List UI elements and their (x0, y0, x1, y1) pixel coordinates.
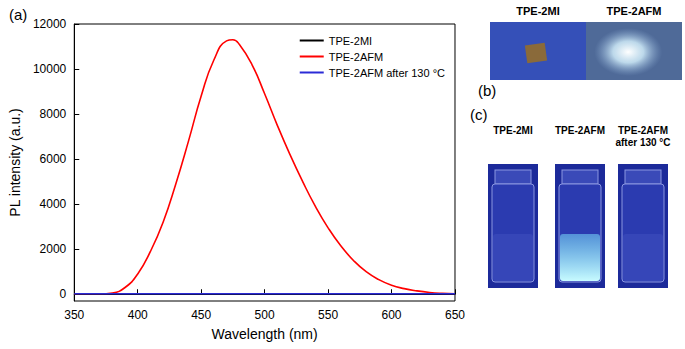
svg-text:TPE-2AFM after 130 °C: TPE-2AFM after 130 °C (329, 67, 445, 79)
svg-text:TPE-2AFM: TPE-2AFM (555, 125, 605, 136)
svg-text:2000: 2000 (40, 242, 67, 256)
svg-text:TPE-2MI: TPE-2MI (516, 5, 559, 17)
svg-text:650: 650 (445, 308, 465, 322)
svg-text:8000: 8000 (40, 107, 67, 121)
svg-text:10000: 10000 (33, 62, 67, 76)
svg-text:12000: 12000 (33, 17, 67, 31)
svg-text:TPE-2MI: TPE-2MI (329, 35, 372, 47)
svg-text:TPE-2AFM: TPE-2AFM (607, 5, 662, 17)
svg-text:0: 0 (60, 287, 67, 301)
svg-text:(a): (a) (9, 6, 27, 23)
svg-text:PL intensity (a.u.): PL intensity (a.u.) (7, 108, 23, 216)
svg-text:400: 400 (128, 308, 148, 322)
svg-text:550: 550 (318, 308, 338, 322)
svg-text:450: 450 (191, 308, 211, 322)
svg-text:6000: 6000 (40, 152, 67, 166)
svg-text:(c): (c) (470, 106, 488, 123)
svg-text:(b): (b) (478, 82, 496, 99)
svg-text:4000: 4000 (40, 197, 67, 211)
svg-text:after 130 °C: after 130 °C (615, 137, 670, 148)
svg-text:Wavelength (nm): Wavelength (nm) (212, 326, 318, 342)
svg-text:600: 600 (382, 308, 402, 322)
svg-text:TPE-2AFM: TPE-2AFM (329, 51, 383, 63)
svg-text:500: 500 (255, 308, 275, 322)
svg-text:TPE-2AFM: TPE-2AFM (618, 125, 668, 136)
svg-text:TPE-2MI: TPE-2MI (493, 125, 533, 136)
svg-text:350: 350 (64, 308, 84, 322)
